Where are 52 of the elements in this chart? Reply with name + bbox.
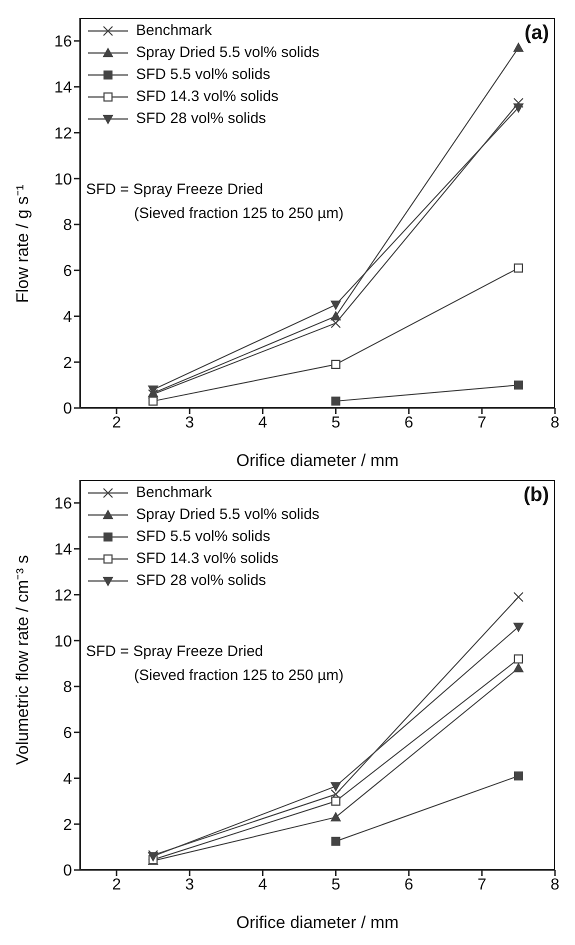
x-tick-label: 3 [185, 876, 194, 894]
annotation: (Sieved fraction 125 to 250 µm) [133, 204, 344, 224]
annotation: (Sieved fraction 125 to 250 µm) [133, 666, 344, 686]
chart-title: (a) [524, 22, 549, 45]
legend-label: SFD 28 vol% solids [136, 571, 266, 591]
x-axis-title: Orifice diameter / mm [236, 913, 399, 932]
legend-label: SFD 28 vol% solids [136, 109, 266, 129]
y-tick-label: 8 [63, 679, 72, 696]
legend-label: SFD 5.5 vol% solids [136, 65, 270, 85]
x-tick-label: 2 [112, 876, 122, 894]
x-tick-label: 5 [331, 414, 340, 432]
legend-label: SFD 14.3 vol% solids [136, 87, 279, 107]
y-tick-label: 12 [54, 125, 72, 142]
legend-label: SFD 5.5 vol% solids [136, 527, 270, 547]
y-tick-label: 16 [54, 496, 72, 513]
y-tick-label: 14 [54, 80, 72, 97]
y-tick-label: 0 [63, 400, 72, 418]
chart-title: (b) [523, 484, 549, 507]
y-tick-label: 2 [63, 354, 72, 372]
y-tick-label: 14 [54, 542, 72, 559]
y-tick-label: 16 [54, 34, 72, 51]
x-axis-title: Orifice diameter / mm [236, 451, 399, 470]
x-tick-label: 4 [258, 876, 268, 894]
x-tick-label: 7 [477, 876, 486, 894]
legend-label: Benchmark [136, 21, 212, 41]
x-tick-label: 7 [477, 414, 486, 432]
annotation: SFD = Spray Freeze Dried [86, 180, 264, 200]
legend-label: Spray Dried 5.5 vol% solids [136, 43, 320, 63]
x-tick-label: 5 [331, 876, 340, 894]
legend-label: SFD 14.3 vol% solids [136, 549, 279, 569]
y-tick-label: 0 [63, 862, 72, 880]
y-tick-label: 12 [54, 587, 72, 604]
y-axis-title: Volumetric flow rate / cm⁻³ s [13, 554, 32, 765]
y-tick-label: 4 [63, 308, 72, 326]
y-tick-label: 10 [54, 633, 72, 650]
x-tick-label: 4 [258, 414, 268, 432]
x-tick-label: 8 [550, 876, 560, 894]
legend-label: Benchmark [136, 483, 212, 503]
x-tick-label: 3 [185, 414, 194, 432]
y-tick-label: 6 [63, 725, 72, 742]
y-tick-label: 4 [63, 770, 72, 788]
y-tick-label: 2 [63, 816, 72, 834]
x-tick-label: 8 [550, 414, 560, 432]
legend-label: Spray Dried 5.5 vol% solids [136, 505, 320, 525]
y-tick-label: 6 [63, 263, 72, 280]
x-tick-label: 6 [404, 414, 414, 432]
y-axis-title: Flow rate / g s⁻¹ [13, 184, 32, 303]
y-tick-label: 10 [54, 171, 72, 188]
annotation: SFD = Spray Freeze Dried [86, 642, 264, 662]
x-tick-label: 2 [112, 414, 122, 432]
x-tick-label: 6 [404, 876, 414, 894]
y-tick-label: 8 [63, 217, 72, 234]
